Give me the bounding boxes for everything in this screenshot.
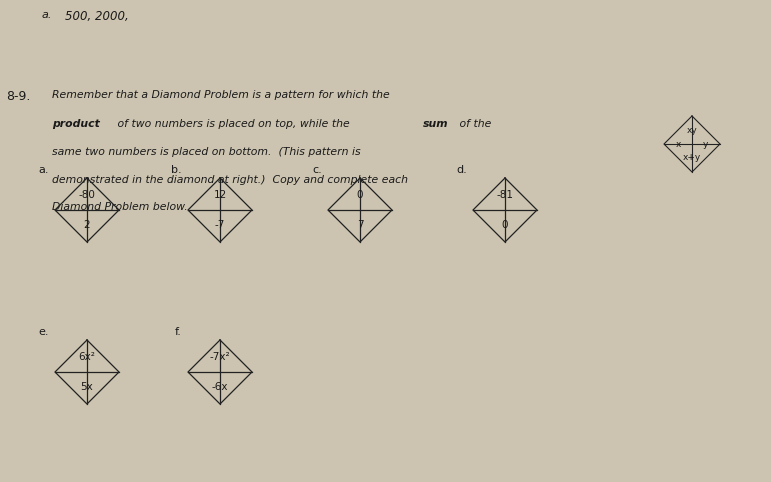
Text: 7: 7 (357, 220, 363, 230)
Text: Remember that a Diamond Problem is a pattern for which the: Remember that a Diamond Problem is a pat… (52, 90, 390, 100)
Text: -7x²: -7x² (210, 352, 231, 362)
Text: 8-9.: 8-9. (6, 90, 30, 103)
Text: 5x: 5x (81, 382, 93, 392)
Text: 500, 2000,: 500, 2000, (65, 10, 129, 23)
Text: a.: a. (42, 10, 52, 20)
Text: xy: xy (687, 126, 698, 135)
Text: f.: f. (175, 327, 182, 337)
Text: Diamond Problem below.: Diamond Problem below. (52, 202, 188, 212)
Text: 0: 0 (357, 189, 363, 200)
Text: 2: 2 (84, 220, 90, 230)
Text: a.: a. (39, 165, 49, 175)
Text: -81: -81 (497, 189, 513, 200)
Text: of two numbers is placed on top, while the: of two numbers is placed on top, while t… (114, 119, 353, 129)
Text: 12: 12 (214, 189, 227, 200)
Text: -6x: -6x (212, 382, 228, 392)
Text: of the: of the (456, 119, 491, 129)
Text: b.: b. (171, 165, 182, 175)
Text: d.: d. (456, 165, 467, 175)
Text: product: product (52, 119, 100, 129)
Text: x: x (676, 139, 682, 148)
Text: e.: e. (39, 327, 49, 337)
Text: demonstrated in the diamond at right.)  Copy and complete each: demonstrated in the diamond at right.) C… (52, 175, 408, 185)
Text: c.: c. (312, 165, 322, 175)
Text: same two numbers is placed on bottom.  (This pattern is: same two numbers is placed on bottom. (T… (52, 147, 361, 157)
Text: 6x²: 6x² (79, 352, 96, 362)
Text: sum: sum (423, 119, 448, 129)
Text: -80: -80 (79, 189, 96, 200)
Text: y: y (702, 139, 708, 148)
Text: 0: 0 (502, 220, 508, 230)
Text: -7: -7 (215, 220, 225, 230)
Text: x+y: x+y (683, 153, 701, 162)
